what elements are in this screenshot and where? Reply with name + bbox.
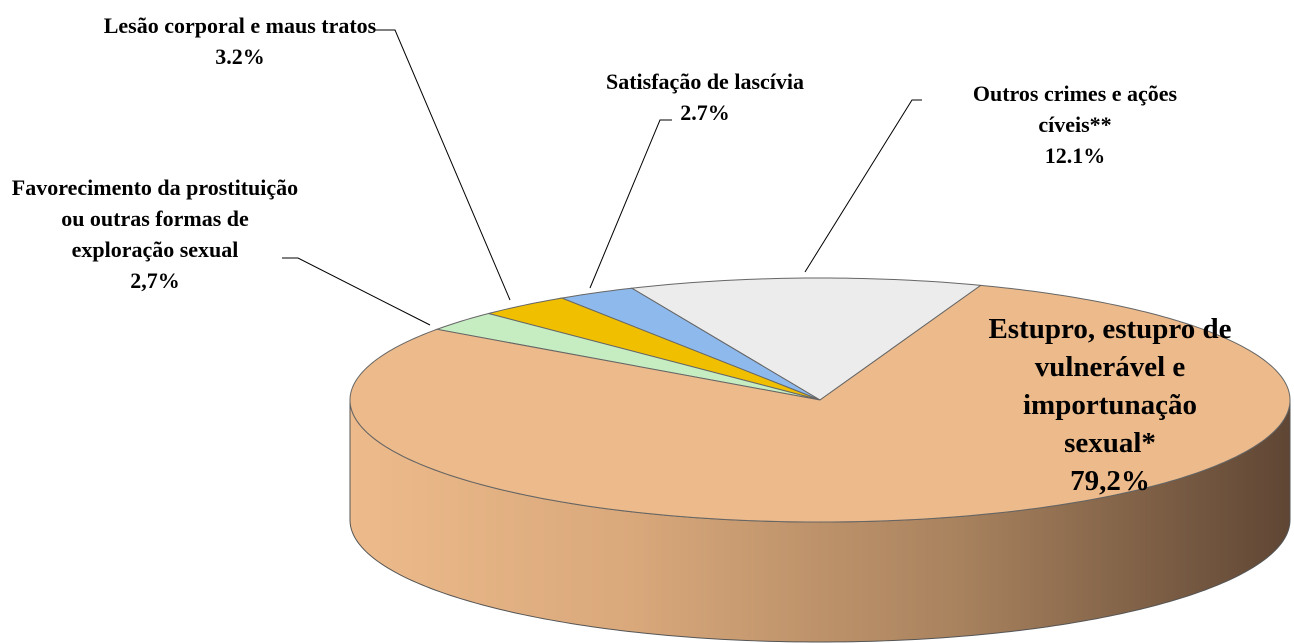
slice-value: 3.2%	[215, 44, 265, 69]
leader-line	[804, 99, 922, 273]
slice-label: Estupro, estupro de vulnerável e importu…	[975, 310, 1245, 500]
slice-label: Satisfação de lascívia 2.7%	[560, 66, 850, 128]
pie-slice	[488, 297, 821, 401]
slice-name: Favorecimento da prostituição ou outras …	[11, 175, 299, 262]
slice-value: 12.1%	[1044, 143, 1106, 168]
pie-slice	[435, 313, 821, 401]
slice-name: Outros crimes e ações cíveis**	[972, 81, 1178, 137]
leader-line	[589, 119, 672, 289]
pie	[349, 277, 1291, 643]
leader-line	[375, 29, 511, 301]
slice-name: Satisfação de lascívia	[606, 69, 804, 94]
leader-lines	[282, 29, 922, 326]
slice-label: Favorecimento da prostituição ou outras …	[10, 172, 300, 296]
slice-label: Outros crimes e ações cíveis** 12.1%	[945, 78, 1205, 171]
slice-value: 2,7%	[130, 268, 180, 293]
leader-line	[282, 257, 431, 326]
pie-slice	[559, 287, 821, 401]
pie-slice	[349, 284, 1291, 523]
slice-value: 2.7%	[680, 100, 730, 125]
slice-label: Lesão corporal e maus tratos 3.2%	[90, 10, 390, 72]
slice-name: Lesão corporal e maus tratos	[103, 13, 377, 38]
slice-name: Estupro, estupro de vulnerável e importu…	[988, 313, 1232, 459]
slice-value: 79,2%	[1070, 465, 1150, 497]
pie-slice	[630, 277, 983, 401]
